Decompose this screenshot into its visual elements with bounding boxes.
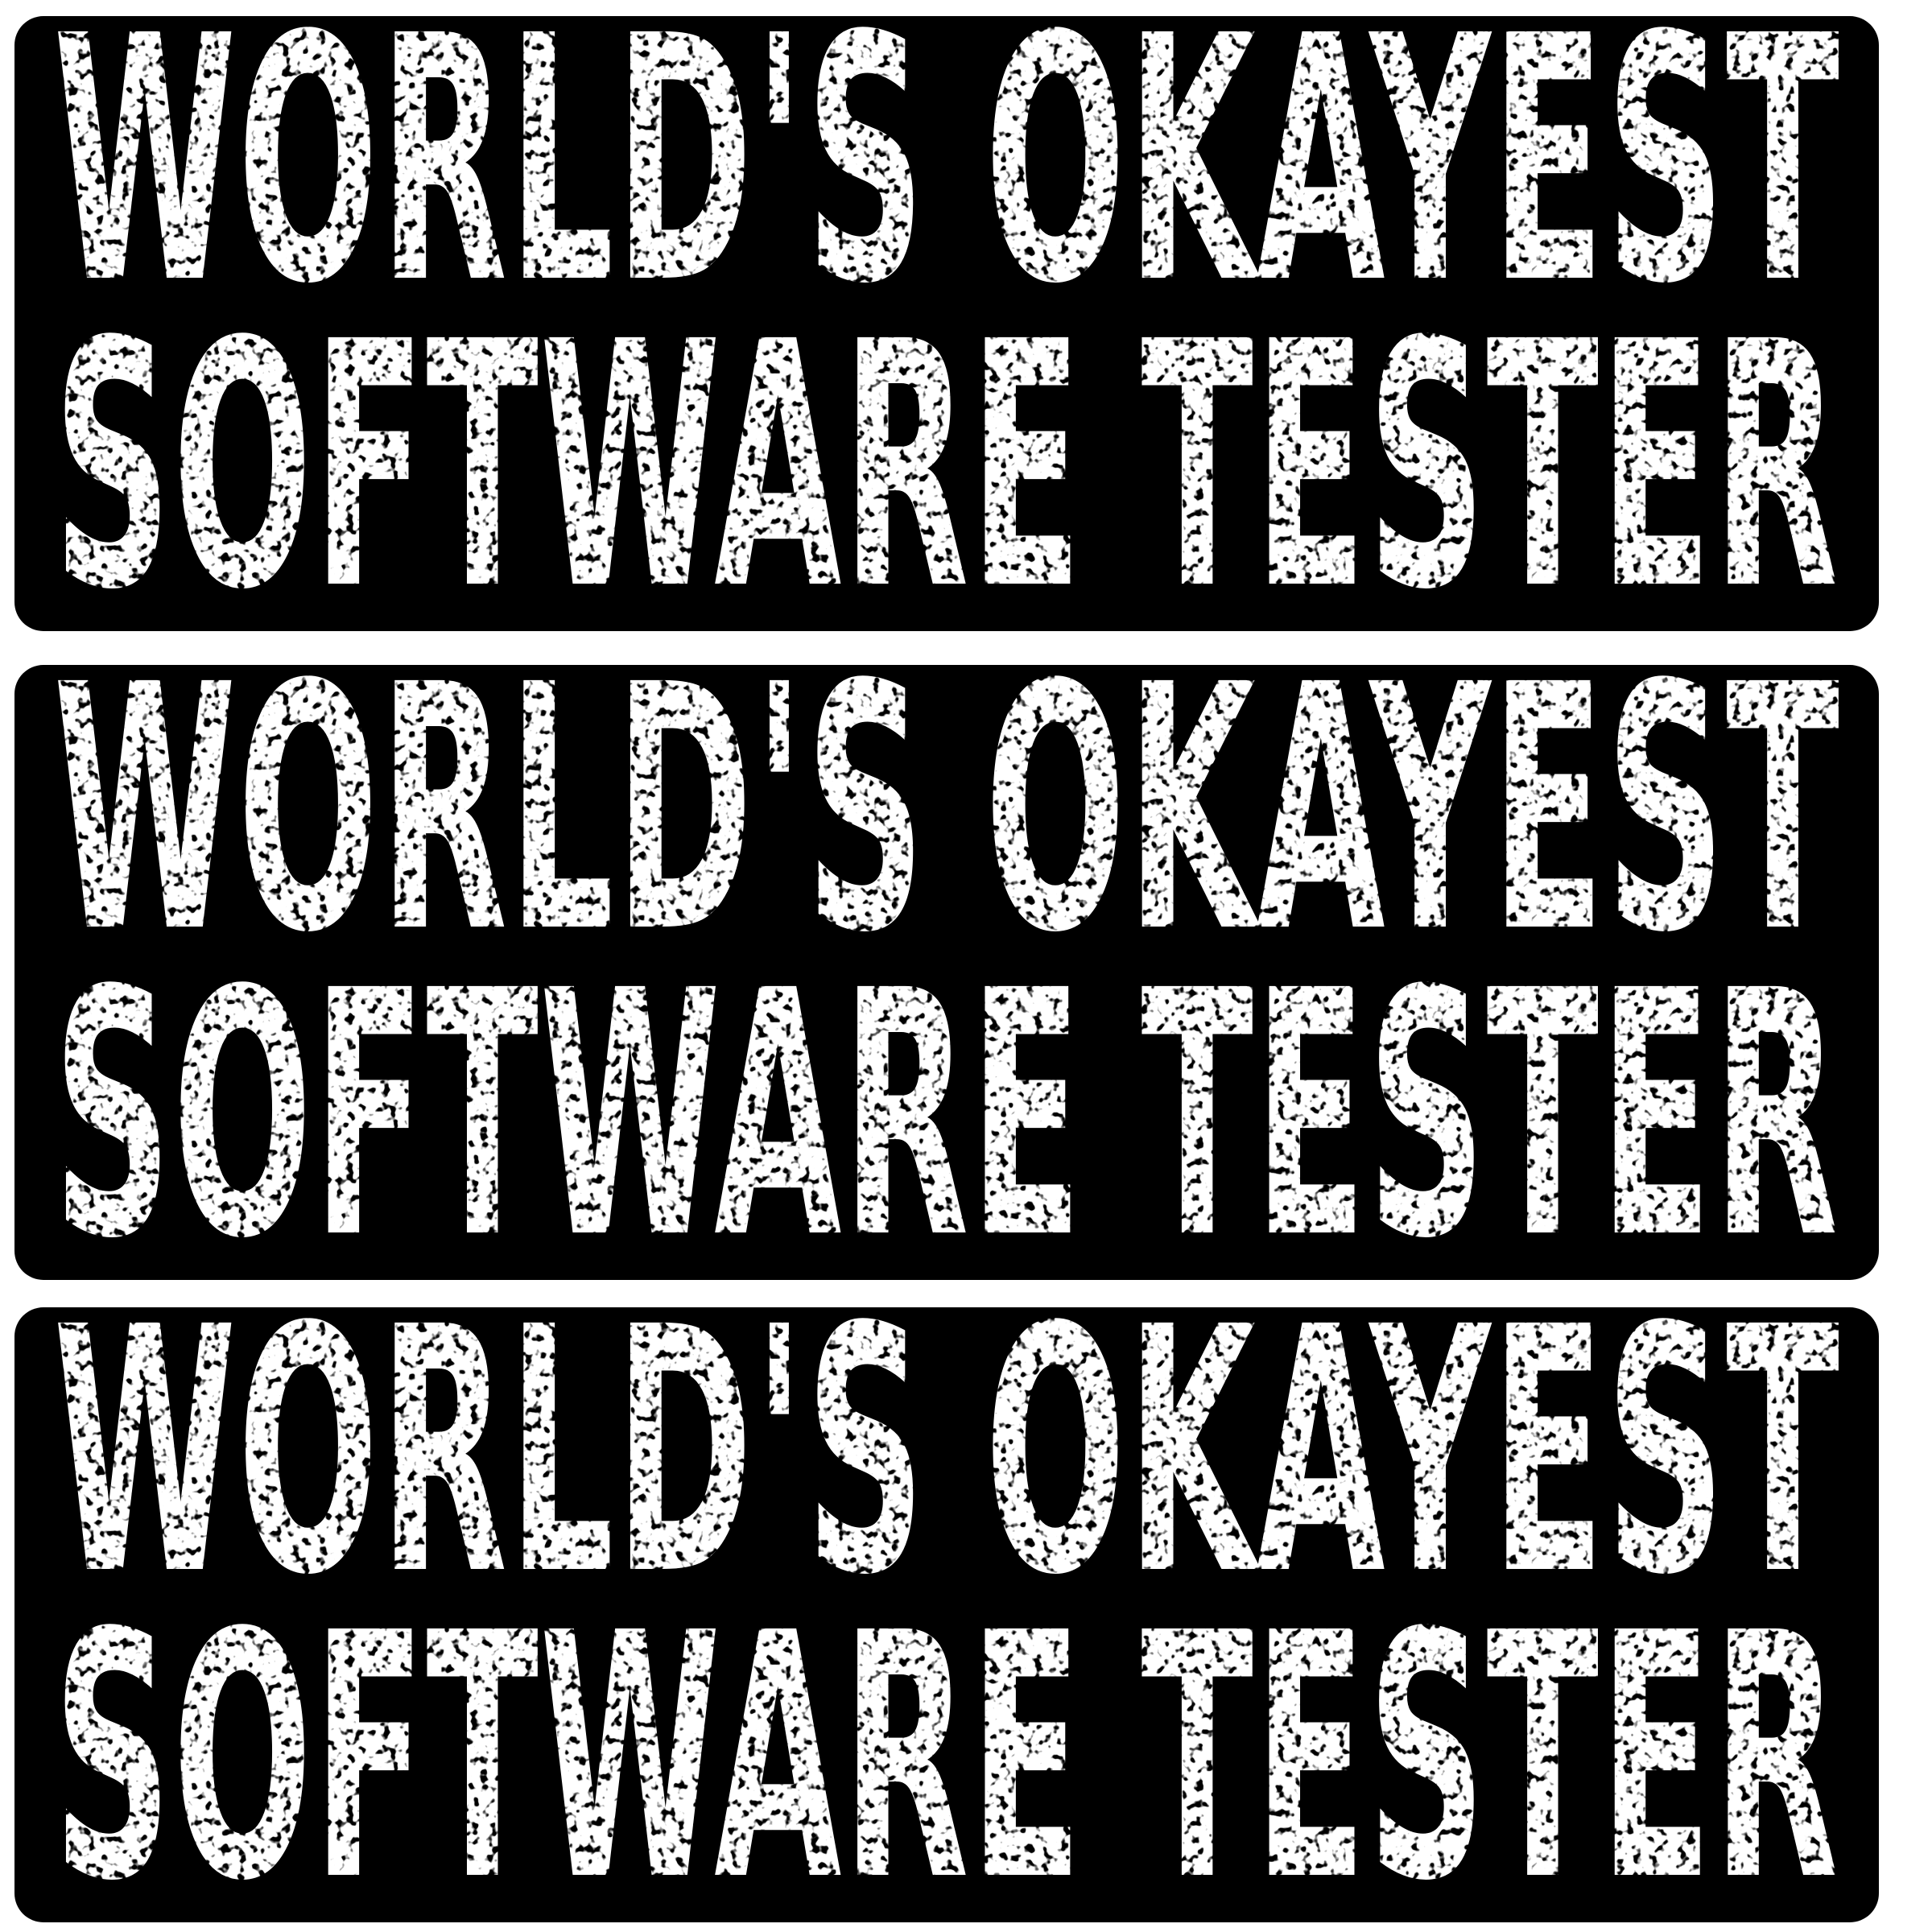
sticker-subtitle: SOFTWARE TESTER (53, 979, 1840, 1269)
sticker-line-2: SOFTWARE TESTER (14, 1621, 1879, 1911)
sticker-line-2: SOFTWARE TESTER (14, 979, 1879, 1269)
sticker-title: WORLD'S OKAYEST (53, 24, 1840, 314)
sticker-2: WORLD'S OKAYEST SOFTWARE TESTER (14, 665, 1879, 1280)
sticker-line-2: SOFTWARE TESTER (14, 330, 1879, 620)
sticker-line-1: WORLD'S OKAYEST (14, 673, 1879, 963)
sticker-title: WORLD'S OKAYEST (53, 1315, 1840, 1605)
sticker-subtitle: SOFTWARE TESTER (53, 330, 1840, 620)
sticker-line-1: WORLD'S OKAYEST (14, 24, 1879, 314)
sticker-line-1: WORLD'S OKAYEST (14, 1315, 1879, 1605)
sticker-subtitle: SOFTWARE TESTER (53, 1621, 1840, 1911)
sticker-title: WORLD'S OKAYEST (53, 673, 1840, 963)
sticker-1: WORLD'S OKAYEST SOFTWARE TESTER (14, 16, 1879, 631)
sticker-3: WORLD'S OKAYEST SOFTWARE TESTER (14, 1307, 1879, 1922)
